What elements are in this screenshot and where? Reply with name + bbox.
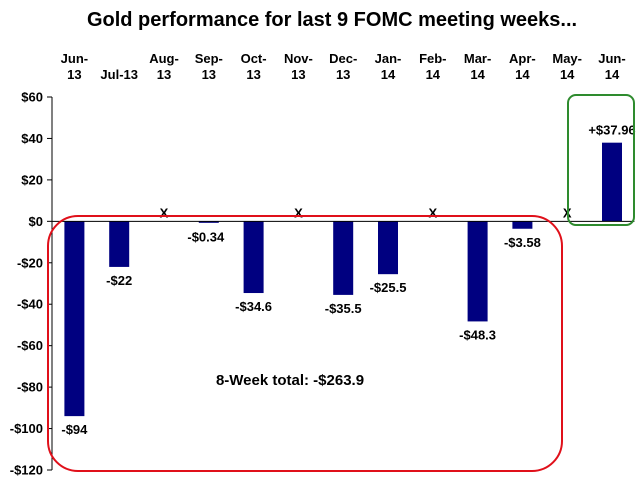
y-tick-label: $60 xyxy=(21,90,43,105)
x-category-label: Aug- xyxy=(149,51,179,66)
x-category-label: Dec- xyxy=(329,51,357,66)
data-label: -$3.58 xyxy=(504,235,541,250)
bar xyxy=(512,221,533,229)
bar xyxy=(333,221,354,295)
data-label: -$22 xyxy=(106,273,132,288)
x-category-label: Jan- xyxy=(375,51,402,66)
negative-weeks-highlight-box xyxy=(47,215,563,472)
y-tick-label: $40 xyxy=(21,131,43,146)
data-label: -$48.3 xyxy=(459,327,496,342)
bar xyxy=(602,142,622,222)
x-category-label: Sep- xyxy=(195,51,223,66)
bar xyxy=(243,221,264,294)
bar xyxy=(198,221,219,223)
data-label: -$25.5 xyxy=(370,280,407,295)
x-category-label: 13 xyxy=(157,67,171,82)
no-meeting-marker: X xyxy=(160,205,169,220)
y-tick-label: $20 xyxy=(21,172,43,187)
x-category-label: Apr- xyxy=(509,51,536,66)
x-category-label: Jun- xyxy=(61,51,88,66)
y-tick-label: -$20 xyxy=(17,255,43,270)
data-label: -$35.5 xyxy=(325,301,362,316)
chart-title: Gold performance for last 9 FOMC meeting… xyxy=(87,9,577,31)
no-meeting-marker: X xyxy=(428,205,437,220)
y-tick-label: -$40 xyxy=(17,297,43,312)
y-axis: $60 $40 $20 $0 -$20 -$40 -$60 -$80 -$100 -$120 xyxy=(10,90,52,478)
data-label: +$37.96 xyxy=(588,123,635,138)
x-category-label: Nov- xyxy=(284,51,313,66)
eight-week-total-annotation: 8-Week total: -$263.9 xyxy=(216,372,364,389)
x-category-label: 13 xyxy=(246,67,260,82)
y-tick-label: -$60 xyxy=(17,338,43,353)
x-category-label: 14 xyxy=(605,67,620,82)
x-category-label: 14 xyxy=(470,67,485,82)
data-label: -$94 xyxy=(61,422,88,437)
bar-series xyxy=(64,142,622,417)
data-label: -$0.34 xyxy=(187,229,225,244)
data-label: -$34.6 xyxy=(235,299,272,314)
no-meeting-marker: X xyxy=(294,205,303,220)
y-tick-label: -$80 xyxy=(17,380,43,395)
bar xyxy=(378,221,398,275)
bar xyxy=(467,221,488,322)
x-axis-categories: Jun-13 Jul-13Aug-13Sep-13Oct-13Nov-13Dec-… xyxy=(61,51,626,82)
x-category-label: 13 xyxy=(202,67,216,82)
x-category-label: 13 xyxy=(67,67,81,82)
bar xyxy=(109,221,130,267)
x-category-label: 14 xyxy=(381,67,396,82)
x-category-label: Jul-13 xyxy=(100,67,138,82)
x-category-label: May- xyxy=(552,51,582,66)
x-category-label: 13 xyxy=(291,67,305,82)
y-tick-label: -$100 xyxy=(10,421,43,436)
x-category-label: 13 xyxy=(336,67,350,82)
x-category-label: 14 xyxy=(560,67,575,82)
y-tick-label: -$120 xyxy=(10,463,43,478)
data-labels: -$94 -$22 X -$0.34 -$34.6 X -$35.5 -$25.5 X -$48.… xyxy=(61,123,635,437)
x-category-label: Mar- xyxy=(464,51,491,66)
x-category-label: Jun- xyxy=(598,51,625,66)
x-category-label: 14 xyxy=(515,67,530,82)
x-category-label: 14 xyxy=(426,67,441,82)
x-category-label: Oct- xyxy=(241,51,267,66)
x-category-label: Feb- xyxy=(419,51,446,66)
bar xyxy=(64,221,85,417)
y-tick-label: $0 xyxy=(29,214,43,229)
positive-week-highlight-box xyxy=(567,94,635,226)
